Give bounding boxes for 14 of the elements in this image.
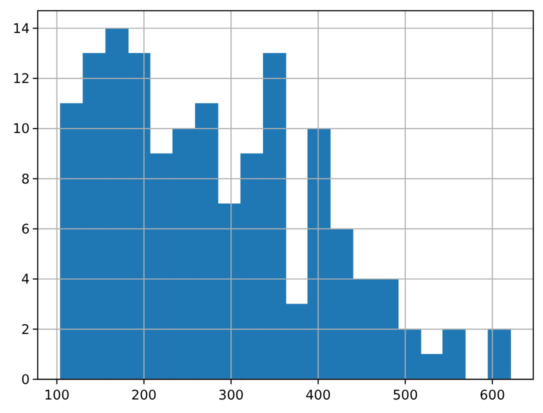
y-tick-label: 10 (12, 122, 30, 138)
y-tick-label: 0 (21, 372, 30, 388)
y-tick-label: 4 (21, 272, 30, 288)
x-tick-label: 200 (131, 388, 157, 404)
y-tick-label: 6 (21, 222, 30, 238)
x-tick-label: 300 (218, 388, 244, 404)
x-tick-label: 600 (480, 388, 506, 404)
y-tick-label: 14 (12, 22, 30, 37)
y-tick-label: 8 (21, 172, 30, 188)
y-tick-label: 12 (12, 72, 30, 88)
y-tick-label: 2 (21, 322, 30, 338)
x-tick-label: 400 (305, 388, 331, 404)
x-tick-label: 100 (44, 388, 70, 404)
x-tick-label: 500 (392, 388, 418, 404)
